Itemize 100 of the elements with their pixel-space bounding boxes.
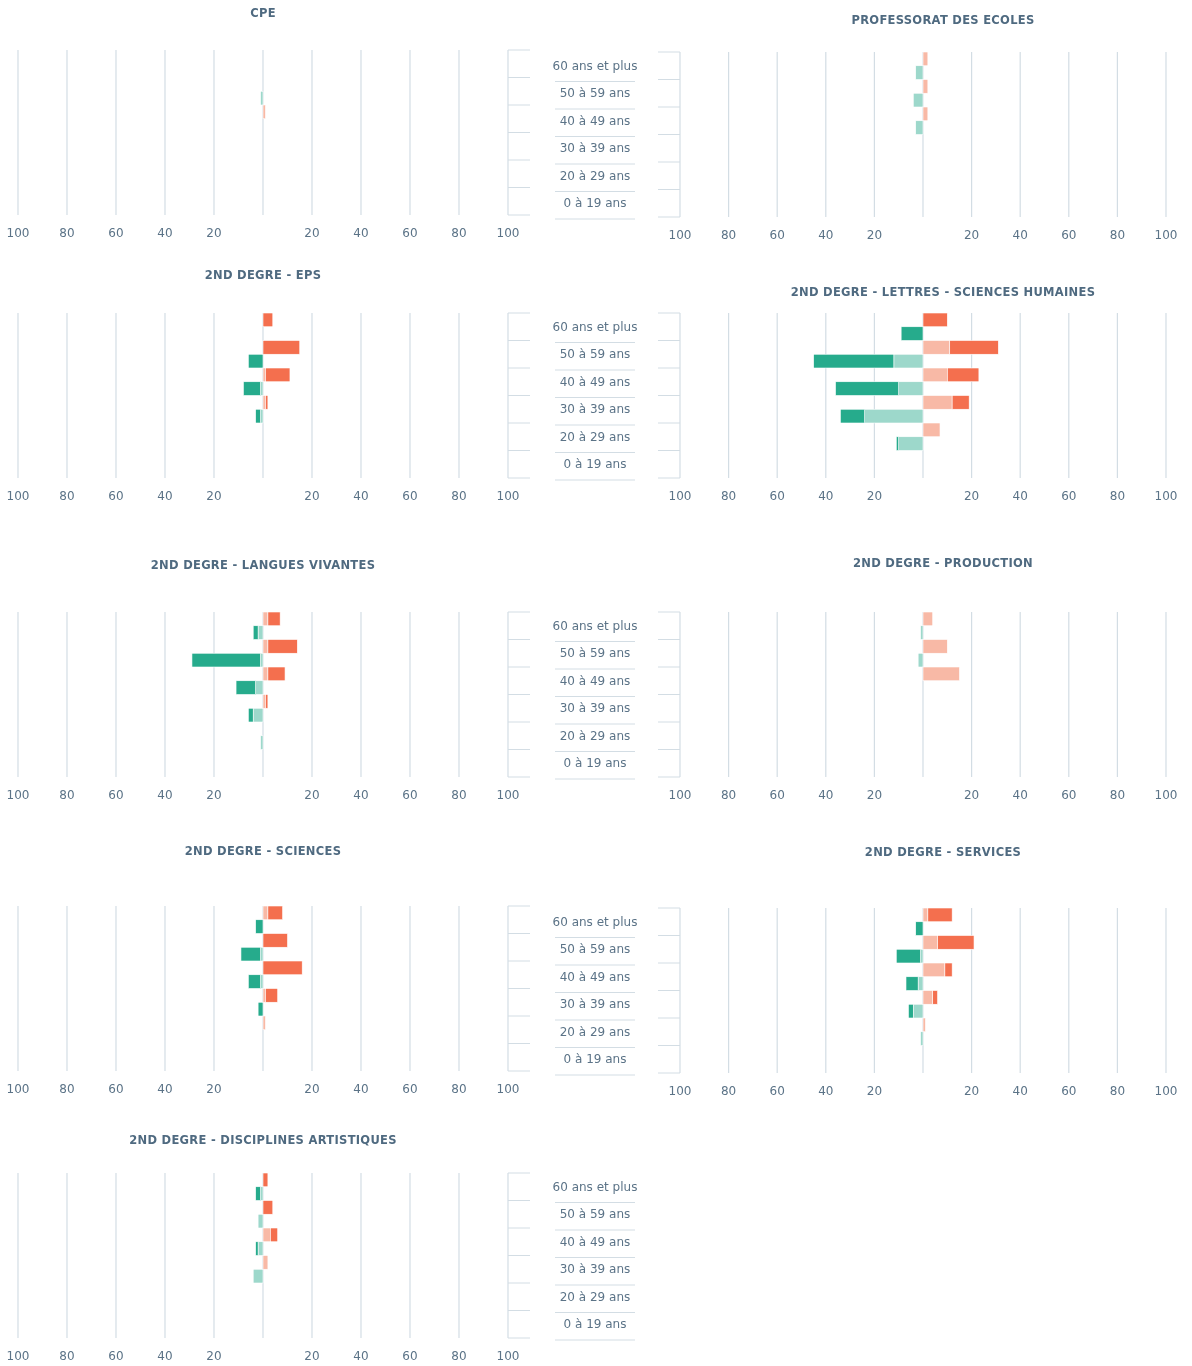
x-tick-label: 80 — [451, 226, 467, 240]
x-tick-label: 100 — [668, 788, 692, 802]
x-tick-label: 20 — [304, 1349, 320, 1363]
y-tick-label: 50 à 59 ans — [559, 1207, 631, 1222]
x-tick-label: 40 — [157, 226, 173, 240]
x-tick-label: 20 — [304, 788, 320, 802]
x-tick-label: 60 — [1061, 1084, 1077, 1098]
x-tick-label: 20 — [866, 788, 883, 802]
x-tick-label: 20 — [866, 489, 883, 503]
x-tick-label: 100 — [6, 1349, 30, 1363]
x-tick-label: 100 — [1154, 788, 1178, 802]
x-tick-label: 60 — [108, 1349, 124, 1363]
x-tick-label: 100 — [496, 1349, 520, 1363]
x-tick-label: 80 — [59, 1349, 75, 1363]
x-tick-label: 100 — [1154, 1084, 1178, 1098]
x-tick-label: 20 — [206, 1082, 222, 1096]
x-tick-label: 40 — [1012, 228, 1028, 242]
y-tick-label: 30 à 39 ans — [559, 402, 631, 417]
x-tick-label: 100 — [1154, 489, 1178, 503]
x-tick-label: 40 — [353, 489, 369, 503]
chart-title: 2ND DEGRE - DISCIPLINES ARTISTIQUES — [129, 1133, 397, 1147]
x-tick-label: 20 — [304, 489, 320, 503]
x-tick-label: 80 — [1109, 489, 1126, 503]
x-tick-label: 100 — [668, 489, 692, 503]
x-tick-label: 60 — [769, 1084, 785, 1098]
x-tick-label: 60 — [769, 489, 785, 503]
x-tick-label: 20 — [304, 1082, 320, 1096]
x-tick-label: 20 — [963, 788, 980, 802]
chart-title: 2ND DEGRE - SERVICES — [864, 845, 1022, 859]
chart-title: 2ND DEGRE - LANGUES VIVANTES — [150, 558, 376, 572]
x-tick-label: 100 — [496, 788, 520, 802]
x-tick-label: 80 — [59, 788, 75, 802]
x-tick-label: 40 — [818, 489, 834, 503]
bar — [265, 367, 291, 383]
x-tick-label: 80 — [451, 1349, 467, 1363]
x-tick-label: 80 — [720, 228, 737, 242]
y-tick-label: 0 à 19 ans — [563, 1317, 627, 1332]
y-tick-label: 30 à 39 ans — [559, 1262, 631, 1277]
x-tick-label: 40 — [353, 226, 369, 240]
x-tick-label: 60 — [108, 1082, 124, 1096]
y-tick-label: 20 à 29 ans — [559, 728, 631, 743]
y-tick-label: 60 ans et plus — [552, 1179, 638, 1194]
y-tick-label: 30 à 39 ans — [559, 701, 631, 716]
y-tick-label: 20 à 29 ans — [559, 168, 631, 183]
x-tick-label: 20 — [963, 489, 980, 503]
x-tick-label: 20 — [206, 489, 222, 503]
x-tick-label: 60 — [1061, 788, 1077, 802]
x-tick-label: 20 — [866, 1084, 883, 1098]
x-tick-label: 80 — [451, 489, 467, 503]
x-tick-label: 40 — [353, 788, 369, 802]
x-tick-label: 80 — [1109, 228, 1126, 242]
y-tick-label: 50 à 59 ans — [559, 942, 631, 957]
x-tick-label: 60 — [402, 788, 418, 802]
x-tick-label: 60 — [402, 1082, 418, 1096]
y-tick-label: 60 ans et plus — [552, 58, 638, 73]
x-tick-label: 60 — [769, 228, 785, 242]
x-tick-label: 40 — [157, 1082, 173, 1096]
x-tick-label: 60 — [108, 226, 124, 240]
y-tick-label: 50 à 59 ans — [559, 646, 631, 661]
chart-title: CPE — [250, 6, 276, 20]
x-tick-label: 100 — [496, 226, 520, 240]
bar — [265, 988, 278, 1003]
x-tick-label: 20 — [206, 1349, 222, 1363]
x-tick-label: 20 — [963, 1084, 980, 1098]
x-tick-label: 80 — [720, 489, 737, 503]
x-tick-label: 60 — [402, 489, 418, 503]
x-tick-label: 20 — [206, 226, 222, 240]
x-tick-label: 40 — [353, 1349, 369, 1363]
x-tick-label: 100 — [6, 489, 30, 503]
x-tick-label: 80 — [59, 1082, 75, 1096]
x-tick-label: 100 — [496, 1082, 520, 1096]
x-tick-label: 40 — [1012, 788, 1028, 802]
x-tick-label: 100 — [6, 788, 30, 802]
y-tick-label: 20 à 29 ans — [559, 1289, 631, 1304]
chart-title: 2ND DEGRE - SCIENCES — [184, 844, 342, 858]
x-tick-label: 80 — [720, 788, 737, 802]
x-tick-label: 40 — [1012, 489, 1028, 503]
y-tick-label: 60 ans et plus — [552, 914, 638, 929]
x-tick-label: 80 — [59, 226, 75, 240]
y-tick-label: 0 à 19 ans — [563, 1052, 627, 1067]
x-tick-label: 20 — [866, 228, 883, 242]
y-tick-label: 40 à 49 ans — [559, 374, 631, 389]
chart-title: PROFESSORAT DES ECOLES — [851, 13, 1035, 27]
x-tick-label: 20 — [304, 226, 320, 240]
x-tick-label: 80 — [451, 1082, 467, 1096]
y-tick-label: 30 à 39 ans — [559, 997, 631, 1012]
x-tick-label: 60 — [108, 788, 124, 802]
x-tick-label: 40 — [818, 228, 834, 242]
x-tick-label: 60 — [402, 1349, 418, 1363]
y-tick-label: 20 à 29 ans — [559, 1024, 631, 1039]
x-tick-label: 20 — [963, 228, 980, 242]
x-tick-label: 80 — [59, 489, 75, 503]
y-tick-label: 50 à 59 ans — [559, 86, 631, 101]
x-tick-label: 80 — [720, 1084, 737, 1098]
x-tick-label: 80 — [451, 788, 467, 802]
x-tick-label: 100 — [1154, 228, 1178, 242]
bar — [262, 312, 274, 328]
x-tick-label: 100 — [6, 226, 30, 240]
x-tick-label: 40 — [1012, 1084, 1028, 1098]
x-tick-label: 100 — [668, 228, 692, 242]
